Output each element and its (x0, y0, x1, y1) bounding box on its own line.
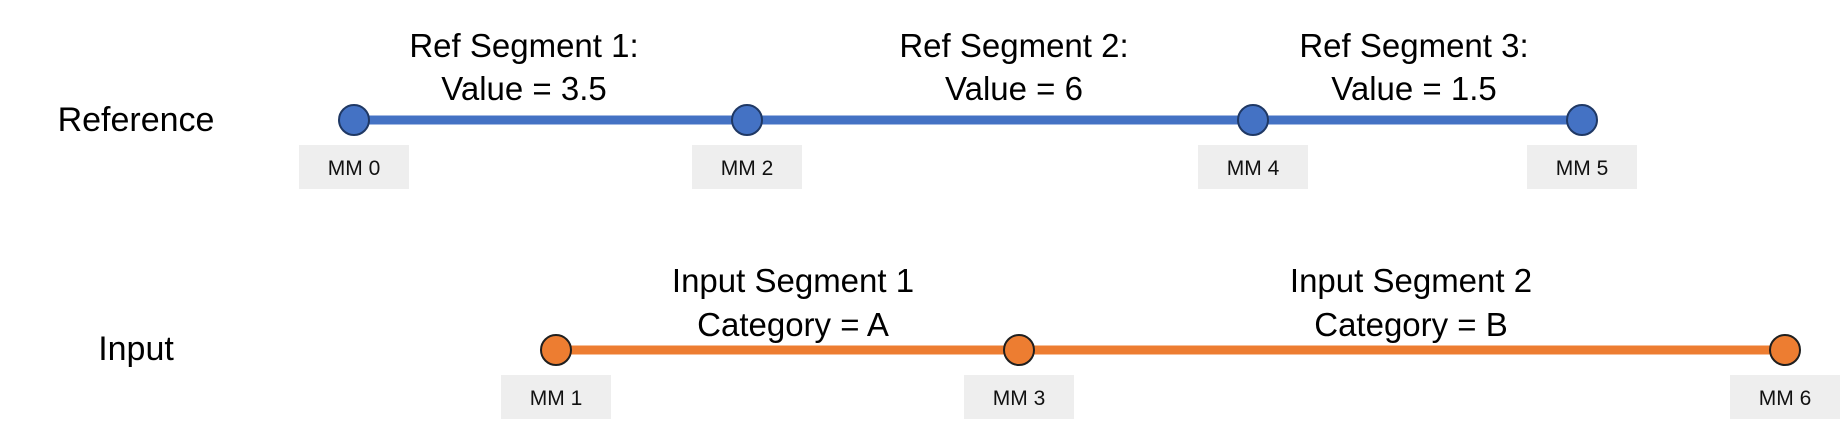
ref-marker-mm4: MM 4 (1227, 157, 1280, 180)
ref-segment-3-detail: Value = 1.5 (1331, 70, 1496, 107)
input-line-group: Input Segment 1 Category = A Input Segme… (501, 262, 1840, 419)
ref-segment-3-title: Ref Segment 3: (1299, 27, 1528, 64)
ref-marker-box-mm4 (1198, 145, 1308, 189)
ref-segment-2-detail: Value = 6 (945, 70, 1083, 107)
input-node-mm6 (1769, 334, 1801, 366)
ref-segment-1-detail: Value = 3.5 (441, 70, 606, 107)
ref-segment-2-title: Ref Segment 2: (899, 27, 1128, 64)
input-marker-box-mm3 (964, 375, 1074, 419)
reference-row-label: Reference (58, 101, 215, 139)
input-segment-2-detail: Category = B (1314, 306, 1508, 343)
input-marker-mm6: MM 6 (1759, 387, 1812, 410)
input-segment-1-title: Input Segment 1 (672, 262, 914, 299)
input-marker-mm1: MM 1 (530, 387, 583, 410)
ref-marker-mm5: MM 5 (1556, 157, 1609, 180)
input-marker-mm3: MM 3 (993, 387, 1046, 410)
ref-marker-mm0: MM 0 (328, 157, 381, 180)
ref-node-mm5 (1566, 104, 1598, 136)
ref-node-mm4 (1237, 104, 1269, 136)
input-segment-1-detail: Category = A (697, 306, 889, 343)
input-row-label: Input (98, 330, 174, 368)
reference-line-group: Ref Segment 1: Value = 3.5 Ref Segment 2… (299, 27, 1637, 189)
input-marker-box-mm6 (1730, 375, 1840, 419)
ref-node-mm2 (731, 104, 763, 136)
ref-marker-box-mm0 (299, 145, 409, 189)
input-node-mm1 (540, 334, 572, 366)
ref-marker-box-mm5 (1527, 145, 1637, 189)
input-node-mm3 (1003, 334, 1035, 366)
ref-node-mm0 (338, 104, 370, 136)
input-segment-2-title: Input Segment 2 (1290, 262, 1532, 299)
ref-segment-1-title: Ref Segment 1: (409, 27, 638, 64)
ref-marker-box-mm2 (692, 145, 802, 189)
ref-marker-mm2: MM 2 (721, 157, 774, 180)
input-marker-box-mm1 (501, 375, 611, 419)
